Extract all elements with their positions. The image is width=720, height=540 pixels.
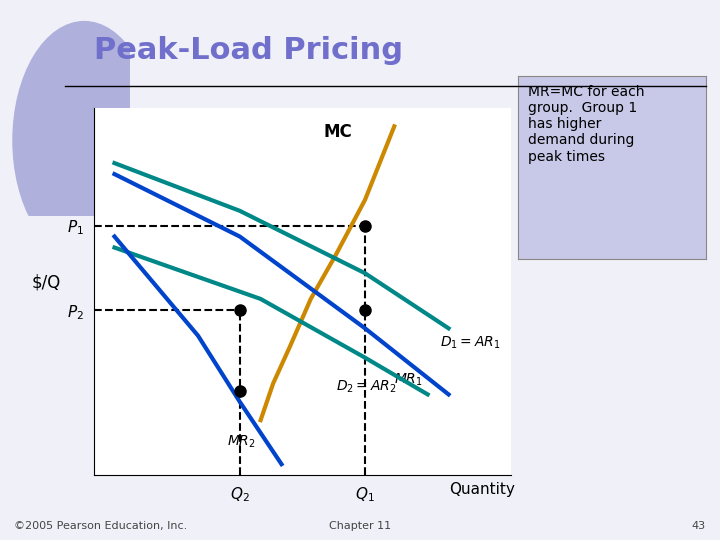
Text: Quantity: Quantity	[449, 482, 516, 497]
Text: MR=MC for each
group.  Group 1
has higher
demand during
peak times: MR=MC for each group. Group 1 has higher…	[528, 85, 644, 164]
Text: $MR_2$: $MR_2$	[228, 434, 256, 450]
Text: 43: 43	[691, 521, 706, 531]
Text: $MR_1$: $MR_1$	[395, 372, 423, 388]
Y-axis label: $/Q: $/Q	[32, 274, 60, 292]
Text: $D_1 = AR_1$: $D_1 = AR_1$	[440, 335, 501, 351]
Text: Chapter 11: Chapter 11	[329, 521, 391, 531]
Text: Peak-Load Pricing: Peak-Load Pricing	[94, 36, 402, 65]
Text: $D_2 = AR_2$: $D_2 = AR_2$	[336, 379, 397, 395]
Text: MC: MC	[323, 123, 352, 141]
Circle shape	[13, 22, 156, 259]
Text: ©2005 Pearson Education, Inc.: ©2005 Pearson Education, Inc.	[14, 521, 188, 531]
